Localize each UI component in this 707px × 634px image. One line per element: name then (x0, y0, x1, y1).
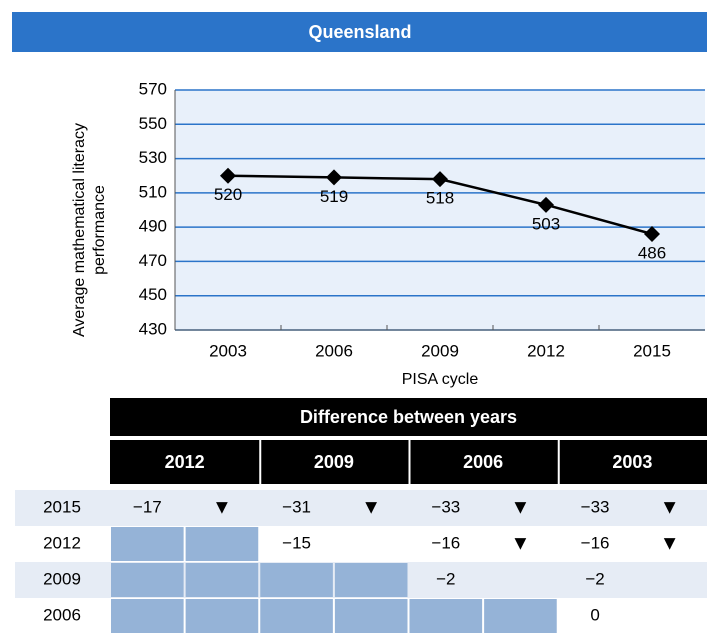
table-header-bg (110, 398, 707, 436)
difference: −16 (431, 533, 460, 552)
marker (538, 196, 554, 213)
plot-area (175, 90, 705, 330)
y-tick-label: 550 (139, 114, 167, 133)
empty-cell (185, 599, 259, 633)
column-header: 2009 (314, 452, 354, 472)
data-label: 520 (214, 185, 242, 204)
marker (220, 167, 236, 184)
significance-mark: ▼ (511, 496, 531, 518)
column-header-bg (110, 440, 260, 484)
row-label: 2012 (43, 533, 81, 552)
difference: −33 (431, 497, 460, 516)
x-tick-label: 2006 (315, 341, 353, 360)
y-tick-label: 490 (139, 217, 167, 236)
column-header: 2003 (612, 452, 652, 472)
x-tick-label: 2003 (209, 341, 247, 360)
column-header: 2006 (463, 452, 503, 472)
marker (326, 169, 342, 186)
column-header-bg (559, 440, 707, 484)
significance-mark: ▼ (660, 532, 680, 554)
empty-cell (260, 563, 333, 597)
empty-cell (185, 527, 259, 561)
column-header: 2012 (165, 452, 205, 472)
significance-mark: ▼ (660, 496, 680, 518)
significance-mark: ▼ (212, 496, 232, 518)
difference: −33 (581, 497, 610, 516)
marker (432, 171, 448, 188)
empty-cell (334, 599, 408, 633)
row-label: 2009 (43, 569, 81, 588)
empty-cell (260, 599, 333, 633)
empty-cell (185, 563, 259, 597)
significance-mark: ▼ (511, 532, 531, 554)
title-bar (12, 12, 707, 52)
table-header: Difference between years (300, 407, 517, 427)
difference: −2 (436, 569, 455, 588)
empty-cell (484, 599, 557, 633)
y-tick-label: 530 (139, 148, 167, 167)
data-label: 503 (532, 214, 560, 233)
marker (644, 226, 660, 242)
title: Queensland (308, 22, 411, 42)
row-bg (15, 490, 707, 526)
data-label: 519 (320, 187, 348, 206)
empty-cell (111, 563, 184, 597)
y-tick-label: 510 (139, 182, 167, 201)
row-label: 2006 (43, 605, 81, 624)
y-tick-label: 470 (139, 251, 167, 270)
data-label: 486 (638, 243, 666, 262)
empty-cell (111, 527, 184, 561)
y-tick-label: 450 (139, 285, 167, 304)
difference: −16 (581, 533, 610, 552)
row-label: 2015 (43, 497, 81, 516)
y-tick-label: 570 (139, 79, 167, 98)
empty-cell (111, 599, 184, 633)
y-axis-label-line: Average mathematical literacy (71, 123, 88, 337)
difference: −17 (133, 497, 162, 516)
column-header-bg (410, 440, 558, 484)
column-header-bg (261, 440, 409, 484)
difference: −15 (282, 533, 311, 552)
y-axis-label-line: performance (91, 185, 108, 275)
x-tick-label: 2009 (421, 341, 459, 360)
data-label: 518 (426, 189, 454, 208)
empty-cell (409, 599, 483, 633)
x-tick-label: 2012 (527, 341, 565, 360)
difference: −31 (282, 497, 311, 516)
significance-mark: ▼ (361, 496, 381, 518)
difference: −2 (585, 569, 604, 588)
y-axis-label: Average mathematical literacy performance (71, 123, 108, 337)
difference: 0 (590, 605, 599, 624)
empty-cell (334, 563, 408, 597)
x-tick-label: 2015 (633, 341, 671, 360)
y-tick-label: 430 (139, 319, 167, 338)
x-axis-label: PISA cycle (402, 371, 479, 388)
